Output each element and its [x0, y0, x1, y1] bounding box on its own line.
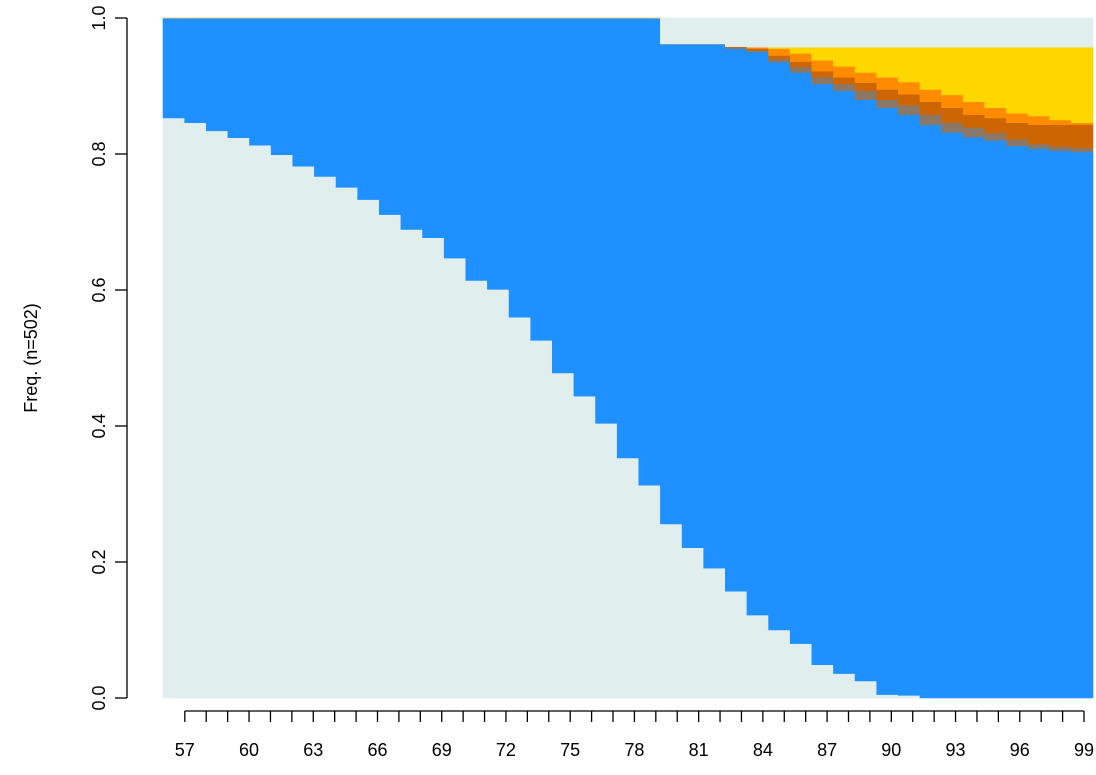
y-tick-label-4: 0.8: [89, 141, 109, 166]
y-tick-label-1: 0.2: [89, 549, 109, 574]
x-tick-label-87: 87: [817, 740, 837, 760]
x-tick-label-93: 93: [946, 740, 966, 760]
x-tick-label-84: 84: [753, 740, 773, 760]
y-tick-label-0: 0.0: [89, 685, 109, 710]
x-tick-label-75: 75: [560, 740, 580, 760]
y-axis-title: Freq. (n=502): [21, 303, 41, 413]
x-tick-label-66: 66: [367, 740, 387, 760]
x-tick-label-99: 99: [1074, 740, 1094, 760]
x-tick-label-78: 78: [624, 740, 644, 760]
x-tick-label-96: 96: [1010, 740, 1030, 760]
y-tick-label-3: 0.6: [89, 277, 109, 302]
x-tick-label-63: 63: [303, 740, 323, 760]
x-tick-label-72: 72: [496, 740, 516, 760]
y-tick-label-2: 0.4: [89, 413, 109, 438]
x-tick-label-69: 69: [432, 740, 452, 760]
y-axis: 0.0 0.2 0.4 0.6 0.8 1.0: [89, 5, 128, 711]
x-tick-label-60: 60: [239, 740, 259, 760]
x-tick-label-90: 90: [881, 740, 901, 760]
y-tick-label-5: 1.0: [89, 5, 109, 30]
plot-area: [162, 17, 1094, 699]
x-tick-label-57: 57: [175, 740, 195, 760]
area-layer-top-light: [163, 17, 1094, 48]
x-tick-label-81: 81: [689, 740, 709, 760]
x-axis: 57 60 63 66 69 72 75 78 81 84 87 90 93 96 99: [175, 710, 1094, 760]
